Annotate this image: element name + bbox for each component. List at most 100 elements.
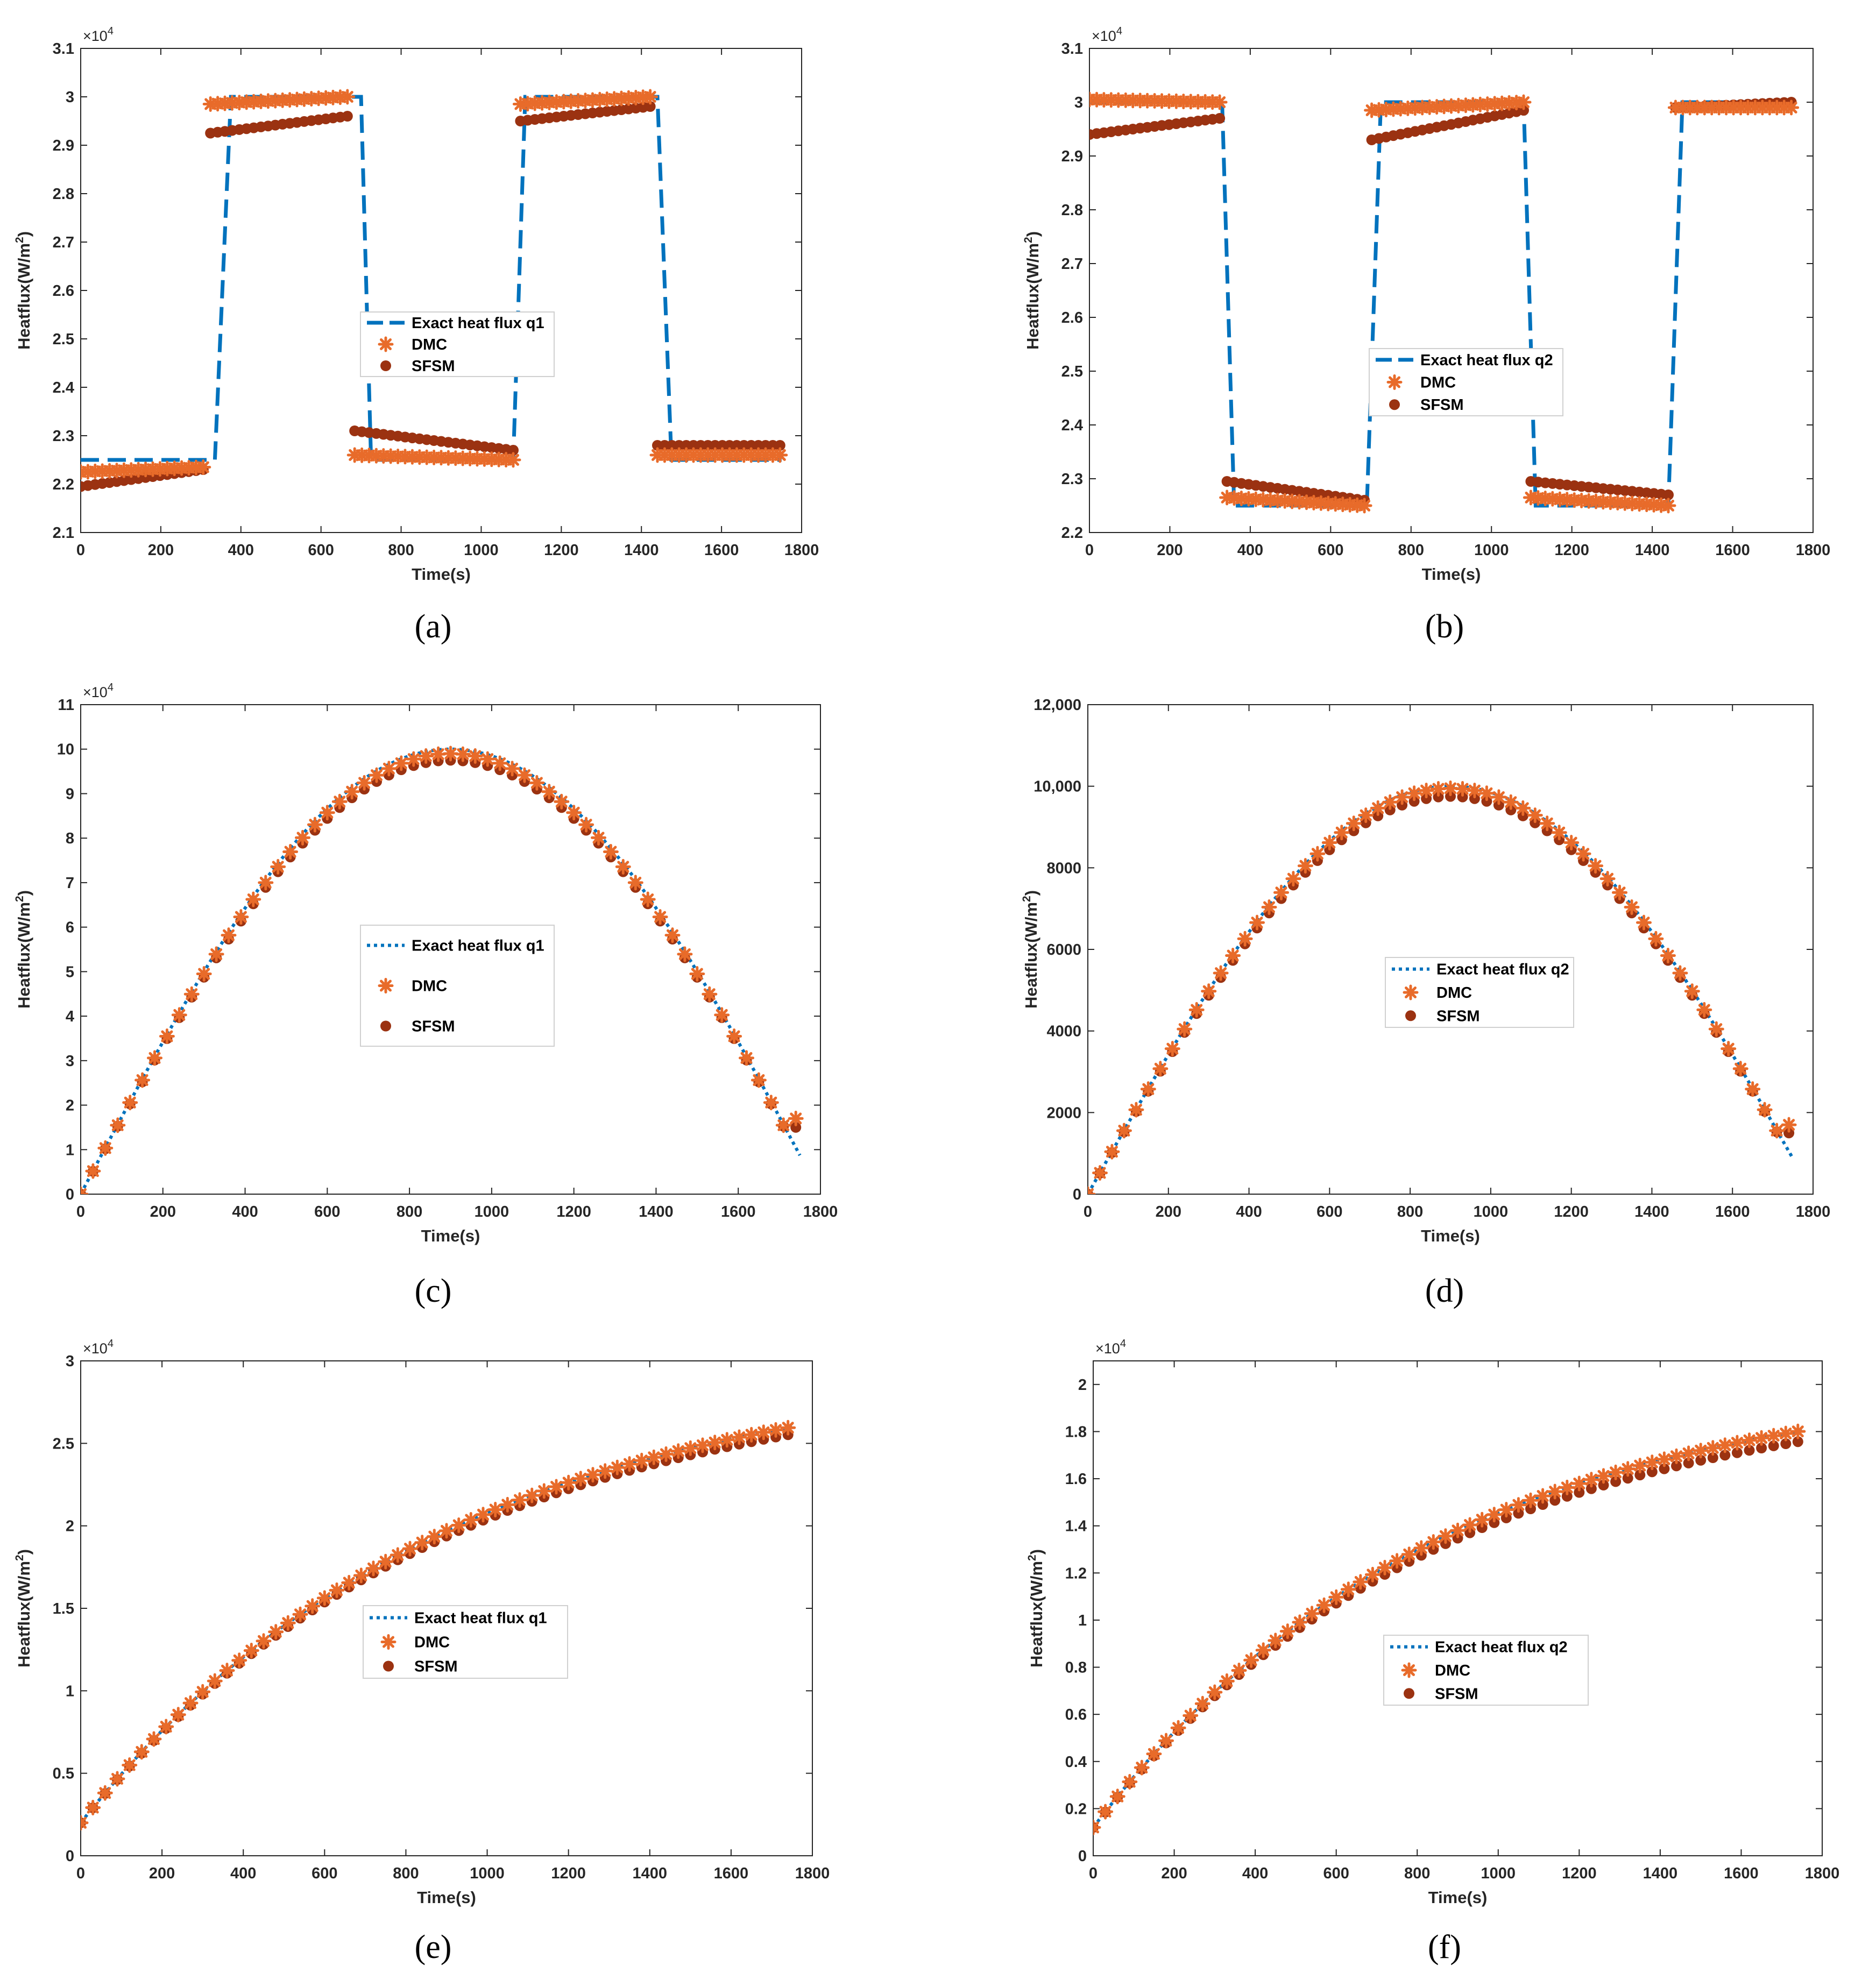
dmc-marker — [378, 978, 394, 994]
dmc-marker — [572, 1471, 589, 1487]
dmc-marker-stroke — [99, 1787, 111, 1799]
dmc-marker — [1599, 871, 1616, 887]
dmc-marker — [1328, 1589, 1344, 1605]
dmc-marker — [390, 1547, 406, 1563]
dmc-marker — [438, 1523, 455, 1539]
dmc-marker-stroke — [420, 750, 432, 762]
dmc-marker-stroke — [678, 948, 691, 960]
dmc-marker-stroke — [753, 1074, 765, 1086]
dmc-marker — [81, 1186, 89, 1194]
dmc-marker-stroke — [358, 777, 371, 789]
dmc-marker — [512, 1492, 528, 1508]
dmc-marker — [1364, 1566, 1381, 1582]
dmc-marker — [561, 1474, 577, 1491]
dmc-marker — [1425, 1534, 1441, 1550]
dmc-marker-stroke — [1391, 1555, 1403, 1567]
dmc-marker — [1588, 858, 1604, 874]
sfsm-marker — [1744, 1445, 1755, 1456]
dmc-marker — [739, 1050, 754, 1066]
dmc-marker — [1705, 1440, 1721, 1456]
dmc-marker — [1088, 1186, 1096, 1194]
dmc-marker — [1644, 1454, 1660, 1471]
legend-label: SFSM — [1420, 396, 1464, 414]
dmc-marker-stroke — [148, 1733, 160, 1745]
dmc-marker — [292, 1606, 308, 1622]
y-tick-label: 2.4 — [53, 379, 74, 396]
dmc-marker — [615, 858, 631, 875]
dmc-marker — [536, 1483, 552, 1499]
y-axis-label-close: ) — [1027, 1549, 1046, 1555]
y-tick-label: 2000 — [1046, 1104, 1081, 1122]
x-tick-label: 1000 — [1481, 1865, 1516, 1882]
dmc-marker-stroke — [1367, 1569, 1379, 1581]
sfsm-marker — [1707, 1452, 1718, 1463]
dmc-marker — [548, 1479, 564, 1495]
dmc-marker — [1693, 1443, 1709, 1459]
x-tick-label: 0 — [76, 542, 85, 559]
legend-label: Exact heat flux q1 — [412, 315, 544, 332]
dmc-marker-stroke — [1106, 1146, 1118, 1158]
dmc-marker — [1656, 1451, 1672, 1467]
dmc-marker — [1386, 374, 1403, 390]
sfsm-marker — [1610, 1476, 1622, 1487]
dmc-marker-stroke — [1197, 1698, 1209, 1710]
dmc-marker-stroke — [1670, 1450, 1682, 1463]
dmc-marker — [1394, 789, 1410, 805]
dmc-marker — [1539, 815, 1555, 832]
dmc-marker-stroke — [642, 893, 654, 905]
dmc-marker-stroke — [507, 454, 519, 466]
x-tick-label: 600 — [1316, 1203, 1342, 1220]
dmc-marker-stroke — [1561, 1481, 1573, 1494]
dmc-marker — [1134, 1759, 1150, 1776]
dmc-marker-stroke — [1662, 949, 1674, 962]
dmc-marker — [731, 1429, 747, 1445]
dmc-marker-stroke — [1287, 872, 1299, 885]
dmc-marker-stroke — [790, 1112, 802, 1125]
sfsm-marker — [1214, 113, 1226, 124]
dmc-marker-stroke — [1178, 1023, 1191, 1035]
dmc-marker-stroke — [81, 1188, 87, 1194]
sfsm-marker — [1634, 1470, 1646, 1481]
dmc-marker — [329, 1582, 345, 1598]
chart-panel-e: 0 200 400 600 800 1000 1200 1400 1600 1800 0 0.5 1 1.… — [13, 1338, 830, 1965]
y-tick-label: 2.7 — [53, 234, 74, 251]
dmc-marker-stroke — [1525, 1494, 1537, 1507]
sfsm-marker — [1574, 1487, 1585, 1498]
y-axis-label-superscript: 2 — [13, 237, 26, 243]
dmc-marker-stroke — [667, 929, 678, 941]
x-tick-label: 1200 — [1554, 1203, 1589, 1220]
dmc-marker — [1648, 931, 1664, 947]
dmc-marker-stroke — [1306, 1607, 1318, 1620]
dmc-marker-stroke — [148, 1052, 161, 1064]
dmc-marker — [159, 1028, 175, 1044]
dmc-marker — [1551, 825, 1567, 841]
dmc-marker — [110, 1117, 126, 1133]
dmc-marker — [642, 89, 659, 105]
x-tick-label: 0 — [76, 1203, 85, 1220]
dmc-marker — [1462, 1517, 1478, 1533]
dmc-marker — [1753, 1430, 1769, 1446]
dmc-marker-stroke — [611, 1461, 624, 1474]
legend-label: DMC — [1436, 984, 1472, 1002]
dmc-marker-stroke — [444, 748, 457, 760]
dmc-marker — [1503, 794, 1519, 810]
dmc-marker-stroke — [1405, 987, 1417, 998]
dmc-marker — [393, 755, 409, 771]
y-tick-label: 1.5 — [53, 1600, 74, 1617]
dmc-marker-stroke — [644, 91, 656, 103]
y-axis-label-superscript: 2 — [1021, 896, 1033, 902]
dmc-marker-stroke — [346, 785, 358, 798]
dmc-marker — [245, 891, 261, 907]
dmc-marker-stroke — [562, 1477, 575, 1489]
dmc-marker-stroke — [1698, 1004, 1710, 1016]
x-tick-label: 1400 — [1635, 542, 1670, 559]
dmc-marker — [677, 946, 693, 962]
dmc-marker-stroke — [1792, 1425, 1804, 1438]
dmc-marker-stroke — [1481, 787, 1493, 799]
dmc-marker — [1478, 785, 1495, 801]
sfsm-marker — [1792, 1436, 1803, 1447]
legend: Exact heat flux q1 DMC SFSM — [360, 311, 555, 377]
legend-label: SFSM — [414, 1658, 458, 1676]
x-tick-label: 0 — [1089, 1865, 1098, 1882]
dmc-marker-stroke — [1613, 886, 1626, 899]
